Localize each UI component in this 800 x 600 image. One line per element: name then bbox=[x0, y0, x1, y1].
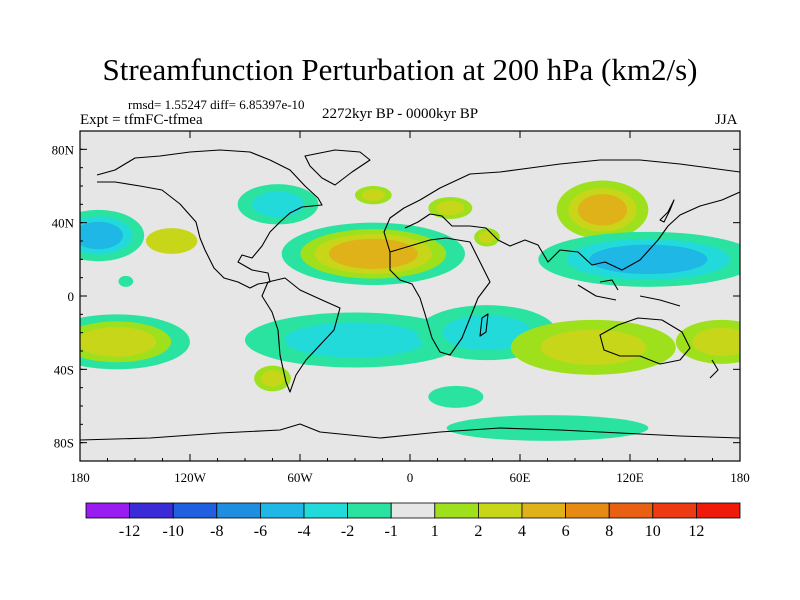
y-tick-label: 40S bbox=[54, 362, 74, 377]
colorbar-box-3 bbox=[216, 502, 261, 519]
x-tick-label: 60E bbox=[510, 470, 531, 485]
colorbar-label: -6 bbox=[254, 523, 267, 540]
colorbar-label: -12 bbox=[119, 523, 140, 540]
anomaly-12-level-1 bbox=[442, 315, 532, 351]
x-axis: 180 120W 60W 0 60E 120E 180 bbox=[70, 131, 750, 485]
colorbar-box-0 bbox=[85, 502, 130, 519]
colorbar-box-12 bbox=[608, 502, 654, 519]
anomaly-4-level-3 bbox=[328, 238, 418, 269]
chart-title: Streamfunction Perturbation at 200 hPa (… bbox=[102, 52, 698, 87]
stats-line: rmsd= 1.55247 diff= 6.85397e-10 bbox=[128, 97, 305, 112]
anomaly-10-level-2 bbox=[80, 327, 157, 357]
period-label: 2272kyr BP - 0000kyr BP bbox=[322, 106, 479, 122]
coastline-greenland bbox=[304, 149, 371, 186]
anomaly-7-level-1 bbox=[478, 231, 496, 244]
colorbar-box-7 bbox=[390, 502, 436, 519]
colorbar-label: 8 bbox=[605, 523, 613, 540]
coastline-south-america bbox=[261, 277, 341, 393]
anomaly-16-level-0 bbox=[428, 385, 484, 408]
colorbar-label: 6 bbox=[562, 523, 570, 540]
colorbar-label: -4 bbox=[297, 523, 310, 540]
colorbar-box-2 bbox=[172, 502, 218, 519]
colorbar-label: 10 bbox=[645, 523, 661, 540]
y-axis: 80N 40N 0 40S 80S bbox=[52, 130, 740, 462]
colorbar-label: 1 bbox=[431, 523, 439, 540]
anomaly-11-level-1 bbox=[284, 322, 426, 358]
anomaly-17-level-0 bbox=[446, 415, 649, 441]
anomaly-1-level-0 bbox=[146, 228, 198, 254]
colorbar-label: -8 bbox=[210, 523, 223, 540]
x-tick-label: 180 bbox=[730, 470, 750, 485]
anomaly-2-level-0 bbox=[118, 275, 134, 287]
colorbar-box-1 bbox=[129, 502, 174, 519]
colorbar-box-10 bbox=[521, 502, 566, 519]
experiment-label: Expt = tfmFC-tfmea bbox=[80, 112, 203, 128]
anomaly-8-level-2 bbox=[577, 194, 628, 226]
y-tick-label: 40N bbox=[52, 216, 75, 231]
colorbar-box-11 bbox=[565, 502, 610, 519]
colorbar-box-9 bbox=[477, 502, 523, 519]
x-tick-label: 120E bbox=[616, 470, 644, 485]
y-tick-label: 80N bbox=[52, 142, 75, 157]
colorbar-box-5 bbox=[303, 502, 348, 519]
anomaly-14-level-1 bbox=[540, 329, 647, 365]
x-tick-label: 120W bbox=[174, 470, 207, 485]
colorbar-box-13 bbox=[652, 502, 697, 519]
colorbar-label: 2 bbox=[474, 523, 482, 540]
colorbar: -12 -10 -8 -6 -4 -2 -1 1 2 4 6 8 10 12 bbox=[85, 502, 741, 540]
x-tick-label: 180 bbox=[70, 470, 90, 485]
colorbar-label: -2 bbox=[341, 523, 354, 540]
anomaly-15-level-1 bbox=[692, 327, 740, 356]
coastline-north-america bbox=[96, 149, 323, 289]
anomaly-13-level-1 bbox=[260, 370, 285, 387]
colorbar-label: 12 bbox=[688, 523, 704, 540]
coastline-new-zealand bbox=[709, 359, 719, 379]
colorbar-label: -10 bbox=[163, 523, 184, 540]
coastline-japan bbox=[659, 199, 675, 223]
y-tick-label: 0 bbox=[68, 289, 75, 304]
anomaly-6-level-1 bbox=[436, 200, 465, 216]
season-label: JJA bbox=[715, 112, 738, 128]
coastline-eurasia bbox=[383, 159, 740, 271]
map-background bbox=[80, 131, 740, 461]
x-tick-label: 60W bbox=[287, 470, 313, 485]
colorbar-box-8 bbox=[434, 502, 479, 519]
coastline-australia bbox=[599, 317, 691, 365]
anomaly-5-level-1 bbox=[361, 189, 386, 202]
coastline-maritime-continent bbox=[577, 279, 681, 307]
colorbar-box-14 bbox=[696, 502, 741, 519]
colorbar-label: -1 bbox=[385, 523, 398, 540]
colorbar-label: 4 bbox=[518, 523, 526, 540]
coastline-madagascar bbox=[479, 313, 489, 337]
coastline-africa bbox=[389, 237, 491, 356]
coastline-antarctica bbox=[80, 423, 740, 441]
colorbar-box-6 bbox=[347, 502, 392, 519]
coastlines bbox=[80, 149, 740, 441]
anomaly-0-level-2 bbox=[80, 221, 123, 250]
y-tick-label: 80S bbox=[54, 436, 74, 451]
colorbar-box-4 bbox=[259, 502, 305, 519]
anomaly-3-level-1 bbox=[252, 191, 304, 218]
anomaly-9-level-2 bbox=[589, 244, 708, 275]
x-tick-label: 0 bbox=[407, 470, 414, 485]
anomaly-contours bbox=[80, 180, 740, 441]
